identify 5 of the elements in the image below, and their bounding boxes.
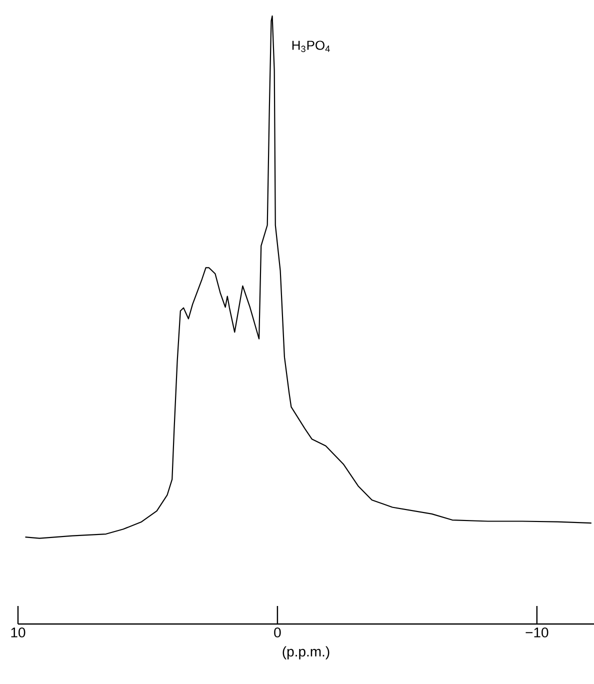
x-axis-title: (p.p.m.)	[282, 646, 330, 660]
x-tick-label: −10	[526, 628, 548, 638]
x-tick-label: 0	[274, 628, 281, 638]
x-tick-label: 10	[11, 628, 26, 638]
annotation: H$_{3}$PO$_{4}$	[292, 40, 330, 52]
